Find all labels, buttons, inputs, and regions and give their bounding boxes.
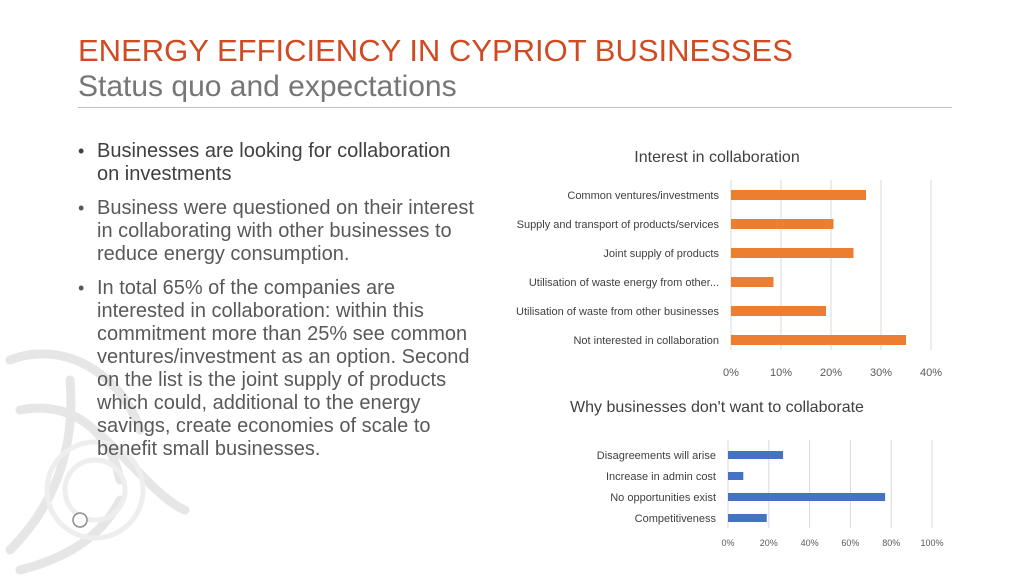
category-label: Not interested in collaboration	[573, 335, 719, 347]
bar	[731, 335, 906, 345]
bullet-item: • Business were questioned on their inte…	[76, 197, 476, 266]
x-tick-label: 40%	[801, 538, 819, 548]
bullet-text: In total 65% of the companies are intere…	[97, 277, 470, 460]
x-tick-label: 100%	[920, 538, 943, 548]
x-tick-label: 60%	[841, 538, 859, 548]
bar	[731, 190, 866, 200]
x-tick-label: 40%	[920, 367, 942, 379]
bullet-item: • Businesses are looking for collaborati…	[76, 140, 476, 186]
category-label: Supply and transport of products/service…	[517, 219, 720, 231]
category-label: Joint supply of products	[603, 248, 719, 260]
category-label: Increase in admin cost	[606, 471, 716, 483]
bullet-list: • Businesses are looking for collaborati…	[76, 140, 476, 472]
category-label: Disagreements will arise	[597, 450, 716, 462]
category-label: No opportunities exist	[610, 492, 716, 504]
chart-title: Interest in collaboration	[634, 149, 799, 166]
chart-title: Why businesses don't want to collaborate	[570, 399, 864, 416]
bullet-dot: •	[78, 141, 85, 161]
category-label: Competitiveness	[635, 513, 717, 525]
category-label: Common ventures/investments	[567, 190, 719, 202]
bullet-dot: •	[78, 278, 85, 298]
title-divider	[78, 107, 952, 108]
bar	[728, 472, 744, 480]
bullet-text: Business were questioned on their intere…	[97, 197, 474, 265]
bar	[731, 248, 854, 258]
title-block: ENERGY EFFICIENCY IN CYPRIOT BUSINESSES …	[78, 32, 952, 105]
x-tick-label: 30%	[870, 367, 892, 379]
x-tick-label: 80%	[882, 538, 900, 548]
bar	[731, 219, 834, 229]
slide-title: ENERGY EFFICIENCY IN CYPRIOT BUSINESSES	[78, 33, 793, 68]
decorative-swirl-watermark	[5, 349, 190, 575]
bullet-item: • In total 65% of the companies are inte…	[76, 277, 476, 461]
bar	[731, 306, 826, 316]
bullet-text: Businesses are looking for collaboration…	[97, 140, 451, 185]
x-tick-label: 0%	[721, 538, 734, 548]
x-tick-label: 20%	[820, 367, 842, 379]
category-label: Utilisation of waste energy from other..…	[529, 277, 719, 289]
category-label: Utilisation of waste from other business…	[516, 306, 719, 318]
slide-subtitle: Status quo and expectations	[78, 70, 457, 103]
bar	[728, 493, 886, 501]
x-tick-label: 10%	[770, 367, 792, 379]
bar	[728, 514, 767, 522]
x-tick-label: 20%	[760, 538, 778, 548]
bullet-dot: •	[78, 198, 85, 218]
bar	[731, 277, 774, 287]
bar	[728, 451, 784, 459]
x-tick-label: 0%	[723, 367, 739, 379]
